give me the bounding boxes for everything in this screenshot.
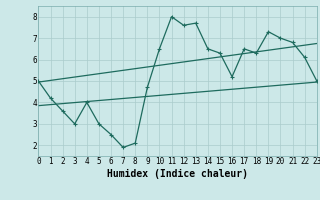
X-axis label: Humidex (Indice chaleur): Humidex (Indice chaleur) — [107, 169, 248, 179]
